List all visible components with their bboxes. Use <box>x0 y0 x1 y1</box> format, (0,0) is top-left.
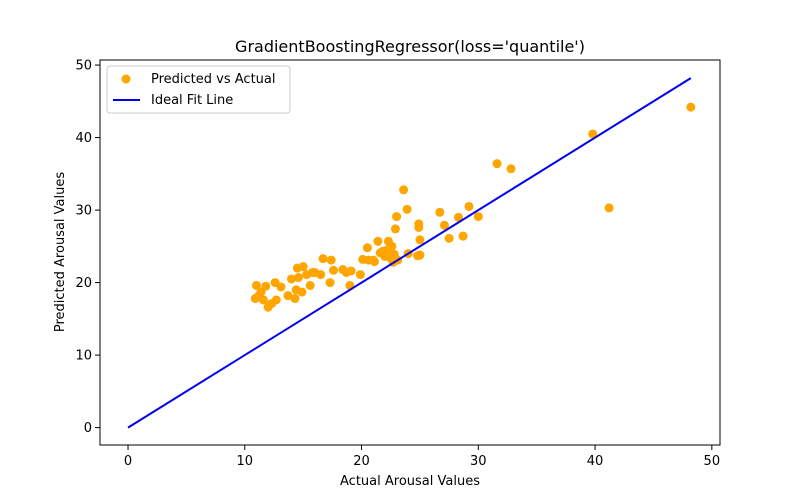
scatter-point <box>399 185 409 195</box>
scatter-point <box>686 102 696 112</box>
legend-box <box>106 65 291 114</box>
y-tick-label: 50 <box>75 59 92 74</box>
scatter-point <box>318 254 328 264</box>
scatter-point <box>276 282 286 292</box>
legend: Predicted vs Actual Ideal Fit Line <box>106 65 291 114</box>
legend-label-scatter: Predicted vs Actual <box>151 72 275 87</box>
scatter-point <box>415 250 425 260</box>
scatter-point <box>297 287 307 297</box>
legend-marker-scatter <box>121 74 131 84</box>
scatter-point <box>329 265 339 275</box>
scatter-point <box>355 270 365 280</box>
scatter-point <box>506 164 516 174</box>
scatter-point <box>415 235 425 245</box>
scatter-point <box>444 233 454 243</box>
scatter-point <box>251 280 261 290</box>
scatter-point <box>283 291 293 301</box>
scatter-point <box>316 270 326 280</box>
scatter-point <box>453 212 463 222</box>
y-tick-label: 10 <box>75 349 92 364</box>
scatter-point <box>435 207 445 217</box>
scatter-point <box>402 204 412 214</box>
y-tick-label: 30 <box>75 204 92 219</box>
scatter-point <box>305 280 315 290</box>
scatter-point <box>373 236 383 246</box>
ideal-fit-line <box>127 77 692 429</box>
y-tick-label: 20 <box>75 276 92 291</box>
x-tick-label: 30 <box>470 454 487 469</box>
legend-label-line: Ideal Fit Line <box>151 93 233 108</box>
y-tick-label: 40 <box>75 131 92 146</box>
scatter-point <box>261 281 271 291</box>
axes: 0 10 20 30 40 50 0 10 20 30 40 50 <box>75 59 720 469</box>
scatter-point <box>258 295 268 305</box>
scatter-point <box>369 257 379 267</box>
scatter-point <box>290 294 300 304</box>
scatter-point <box>464 201 474 211</box>
chart-title: GradientBoostingRegressor(loss='quantile… <box>235 37 585 56</box>
scatter-point <box>346 266 356 276</box>
scatter-point <box>458 231 468 241</box>
scatter-point <box>392 212 402 222</box>
scatter-point <box>271 295 281 305</box>
scatter-point <box>387 241 397 251</box>
scatter-point <box>473 212 483 222</box>
plot-area <box>127 77 696 429</box>
scatter-point <box>326 255 336 265</box>
x-tick-label: 10 <box>237 454 254 469</box>
scatter-point <box>362 243 372 253</box>
y-tick-label: 0 <box>84 421 92 436</box>
scatter-point <box>492 159 502 169</box>
x-tick-label: 20 <box>353 454 370 469</box>
y-axis-label: Predicted Arousal Values <box>53 172 68 332</box>
scatter-point <box>286 274 296 284</box>
scatter-point <box>325 278 335 288</box>
scatter-point <box>390 224 400 234</box>
scatter-point <box>588 129 598 139</box>
x-tick-label: 0 <box>124 454 132 469</box>
x-tick-label: 50 <box>704 454 721 469</box>
x-tick-label: 40 <box>587 454 604 469</box>
scatter-point <box>439 220 449 230</box>
scatter-point <box>298 262 308 272</box>
scatter-point <box>414 219 424 229</box>
x-axis-label: Actual Arousal Values <box>340 474 480 489</box>
scatter-point <box>604 203 614 213</box>
scatter-point <box>293 273 303 283</box>
plot-frame <box>99 59 721 446</box>
